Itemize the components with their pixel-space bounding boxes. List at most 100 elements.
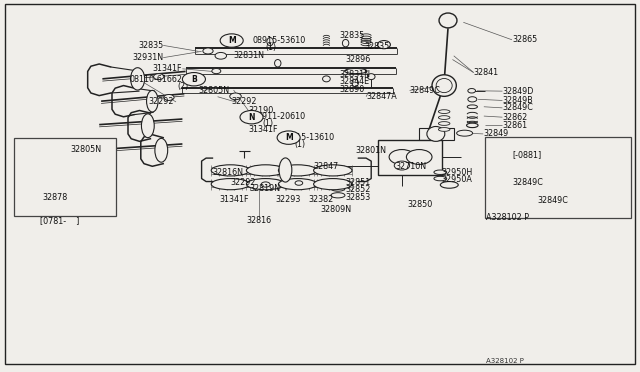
- Text: 32878: 32878: [42, 193, 67, 202]
- Text: 32831N: 32831N: [339, 70, 370, 79]
- Ellipse shape: [440, 182, 458, 188]
- Bar: [485, 137, 631, 218]
- Text: 32950A: 32950A: [442, 175, 472, 184]
- Ellipse shape: [155, 138, 168, 162]
- Ellipse shape: [147, 90, 158, 112]
- Text: 32805N: 32805N: [70, 145, 101, 154]
- Text: 08110-61662: 08110-61662: [129, 75, 182, 84]
- Text: 31341F: 31341F: [248, 125, 278, 134]
- Ellipse shape: [352, 79, 358, 87]
- Circle shape: [500, 170, 513, 177]
- Circle shape: [220, 34, 243, 47]
- Ellipse shape: [438, 116, 450, 119]
- Text: 32849C: 32849C: [512, 178, 543, 187]
- Text: 08911-20610: 08911-20610: [253, 112, 306, 121]
- Text: 32801N: 32801N: [355, 146, 386, 155]
- Circle shape: [240, 110, 263, 124]
- Text: 32835: 32835: [365, 42, 390, 51]
- Ellipse shape: [40, 180, 82, 192]
- Ellipse shape: [434, 176, 447, 181]
- Text: (1): (1): [262, 119, 273, 128]
- Text: 32293: 32293: [275, 195, 301, 204]
- Text: A328102 P: A328102 P: [486, 358, 524, 364]
- Text: 32862: 32862: [502, 113, 527, 122]
- Text: 32849: 32849: [483, 129, 508, 138]
- Ellipse shape: [278, 179, 317, 190]
- Ellipse shape: [35, 143, 45, 147]
- Text: 32292: 32292: [148, 97, 174, 106]
- Circle shape: [72, 195, 82, 201]
- Ellipse shape: [331, 193, 345, 198]
- Bar: [14, 138, 116, 216]
- Circle shape: [394, 161, 410, 170]
- Text: 32849C: 32849C: [410, 86, 440, 95]
- Text: A328102 P: A328102 P: [486, 213, 529, 222]
- Text: 32865: 32865: [512, 35, 537, 44]
- Text: M: M: [285, 133, 292, 142]
- Circle shape: [215, 52, 227, 59]
- Circle shape: [230, 93, 241, 100]
- Ellipse shape: [439, 13, 457, 28]
- Text: 32852: 32852: [346, 185, 371, 194]
- Ellipse shape: [314, 179, 352, 190]
- Ellipse shape: [331, 180, 345, 185]
- Text: 32831N: 32831N: [234, 51, 264, 60]
- Text: 32805N: 32805N: [198, 86, 230, 95]
- Ellipse shape: [211, 165, 250, 176]
- Ellipse shape: [378, 41, 390, 49]
- Ellipse shape: [467, 105, 477, 109]
- Ellipse shape: [436, 78, 452, 93]
- Text: (1): (1): [266, 43, 276, 52]
- Circle shape: [295, 181, 303, 185]
- Text: (2): (2): [177, 82, 189, 91]
- Ellipse shape: [211, 179, 250, 190]
- Ellipse shape: [438, 122, 450, 125]
- Ellipse shape: [279, 158, 292, 182]
- Text: 32847: 32847: [314, 162, 339, 171]
- Ellipse shape: [246, 179, 285, 190]
- Ellipse shape: [434, 170, 447, 174]
- Ellipse shape: [457, 130, 472, 136]
- Text: 32896: 32896: [346, 55, 371, 64]
- Text: M: M: [228, 36, 236, 45]
- Text: B: B: [191, 75, 196, 84]
- Ellipse shape: [40, 169, 82, 181]
- Ellipse shape: [367, 74, 375, 80]
- Text: 32190: 32190: [248, 106, 273, 115]
- Text: 32850: 32850: [408, 200, 433, 209]
- Bar: [378, 140, 442, 175]
- Text: 08915-13610: 08915-13610: [282, 133, 335, 142]
- Text: 32841: 32841: [474, 68, 499, 77]
- Circle shape: [468, 97, 477, 102]
- Text: 32847A: 32847A: [366, 92, 397, 101]
- Text: N: N: [248, 113, 255, 122]
- Text: 32292: 32292: [230, 178, 256, 187]
- Circle shape: [527, 164, 538, 170]
- Ellipse shape: [278, 165, 317, 176]
- Circle shape: [203, 48, 213, 54]
- Ellipse shape: [432, 75, 456, 96]
- Text: 32849C: 32849C: [538, 196, 568, 205]
- Ellipse shape: [323, 76, 330, 82]
- Bar: [419, 128, 454, 140]
- Ellipse shape: [342, 39, 349, 47]
- Text: 32819N: 32819N: [250, 185, 281, 193]
- Text: (1): (1): [294, 140, 305, 149]
- Circle shape: [182, 73, 205, 86]
- Text: 32816N: 32816N: [212, 168, 243, 177]
- Text: 32809N: 32809N: [320, 205, 351, 214]
- Text: 32890: 32890: [339, 85, 364, 94]
- Circle shape: [468, 89, 476, 93]
- Circle shape: [541, 169, 551, 175]
- Text: 32849B: 32849B: [502, 96, 533, 105]
- Circle shape: [389, 150, 415, 164]
- Ellipse shape: [467, 123, 478, 128]
- Text: 32844E: 32844E: [339, 77, 369, 86]
- Text: 32950H: 32950H: [442, 168, 473, 177]
- Circle shape: [261, 182, 270, 187]
- Text: 32849C: 32849C: [502, 103, 533, 112]
- Ellipse shape: [427, 126, 445, 141]
- Bar: [307, 181, 320, 185]
- Text: 32851: 32851: [346, 178, 371, 187]
- Text: 32931N: 32931N: [132, 53, 163, 62]
